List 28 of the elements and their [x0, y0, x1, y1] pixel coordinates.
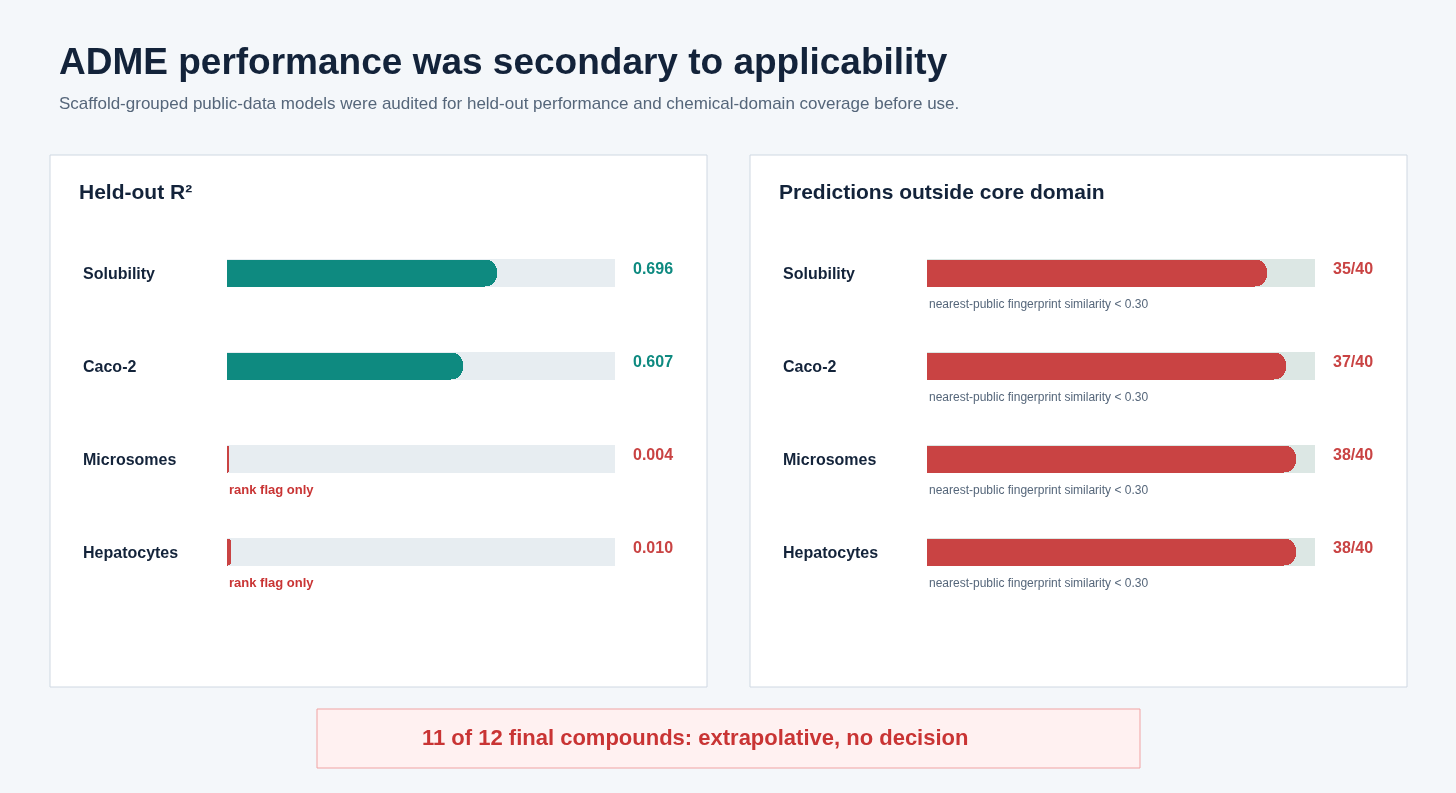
data-label: 0.004	[633, 446, 674, 463]
y-tick-label: Solubility	[783, 265, 856, 282]
y-tick-label: Solubility	[83, 265, 156, 282]
annotation: nearest-public fingerprint similarity < 0.30	[929, 297, 1149, 311]
annotation: rank flag only	[229, 482, 315, 497]
annotation: nearest-public fingerprint similarity < 0.30	[929, 483, 1149, 497]
data-label: 0.696	[633, 260, 674, 277]
y-tick-label: Microsomes	[783, 451, 877, 468]
y-tick-label: Caco-2	[783, 358, 837, 375]
y-tick-label: Microsomes	[83, 451, 177, 468]
annotation: rank flag only	[229, 575, 315, 590]
data-label: 35/40	[1333, 260, 1374, 277]
text: 11 of 12 final compounds: extrapolative, no decision	[422, 725, 969, 750]
bar	[227, 538, 231, 566]
chart-title: Predictions outside core domain	[779, 180, 1105, 203]
data-label: 38/40	[1333, 539, 1374, 556]
chart-title: Held-out R²	[79, 180, 193, 203]
data-label: 37/40	[1333, 353, 1374, 370]
annotation: nearest-public fingerprint similarity < 0.30	[929, 390, 1149, 404]
text: Scaffold-grouped public-data models were audited for held-out performance and chemical-domain coverage before use.	[59, 94, 960, 113]
y-tick-label: Hepatocytes	[783, 544, 879, 561]
y-tick-label: Caco-2	[83, 358, 137, 375]
data-label: 38/40	[1333, 446, 1374, 463]
data-label: 0.010	[633, 539, 674, 556]
annotation: nearest-public fingerprint similarity < 0.30	[929, 576, 1149, 590]
data-label: 0.607	[633, 353, 674, 370]
text: ADME performance was secondary to applicability	[59, 41, 948, 82]
y-tick-label: Hepatocytes	[83, 544, 179, 561]
